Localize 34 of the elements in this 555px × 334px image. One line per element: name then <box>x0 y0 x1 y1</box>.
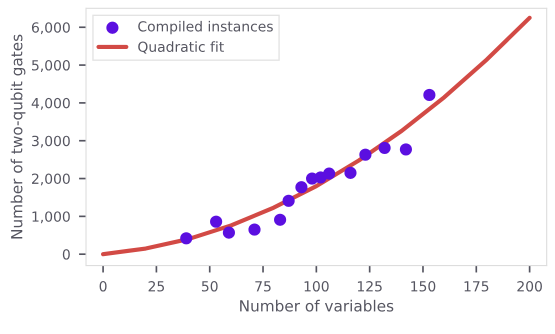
x-tick-label: 75 <box>255 281 271 292</box>
point <box>180 232 192 244</box>
y-tick-label: 5,000 <box>32 60 70 72</box>
y-axis-title: Number of two-qubit gates <box>10 34 26 238</box>
point <box>210 216 222 228</box>
point <box>423 88 436 102</box>
point <box>323 168 336 180</box>
point <box>378 142 391 154</box>
y-tick-label: 6,000 <box>32 22 70 34</box>
x-tick-label: 50 <box>202 281 218 292</box>
x-tick-label: 100 <box>304 281 329 292</box>
legend-label: Quadratic fit <box>138 41 224 54</box>
point <box>400 143 412 156</box>
y-tick-label: 1,000 <box>32 211 70 224</box>
y-tick-label: 3,000 <box>32 136 70 148</box>
point <box>282 194 295 207</box>
x-tick-label: 0 <box>100 281 107 292</box>
point <box>359 148 372 161</box>
point <box>274 214 286 226</box>
point <box>222 226 235 239</box>
point <box>344 166 357 179</box>
point <box>248 224 261 236</box>
x-tick-label: 200 <box>517 281 542 292</box>
x-axis-title: Number of variables <box>240 300 394 312</box>
x-tick-label: 25 <box>148 281 164 292</box>
legend-label: Compiled instances <box>138 20 273 34</box>
y-tick-label: 2,000 <box>32 174 70 186</box>
x-tick-label: 150 <box>411 281 436 292</box>
x-tick-label: 125 <box>358 281 382 292</box>
x-tick-label: 175 <box>464 281 488 292</box>
y-tick-label: 4,000 <box>32 98 70 110</box>
point <box>295 181 308 194</box>
y-tick-label: 0 <box>62 249 70 260</box>
line-series <box>101 16 532 256</box>
